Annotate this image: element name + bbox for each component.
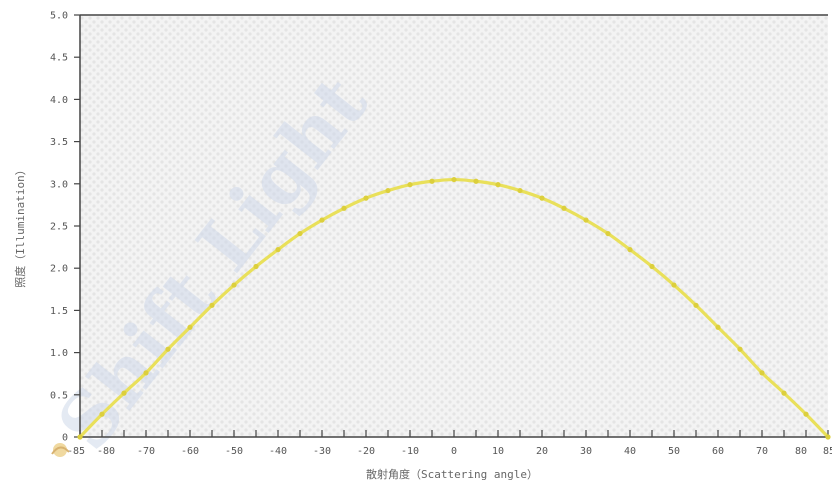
data-point xyxy=(517,187,523,194)
y-tick-label: 1.0 xyxy=(50,348,68,359)
y-tick-label: 0.5 xyxy=(50,390,68,401)
x-tick-label: 0 xyxy=(451,446,457,457)
x-tick-label: -85 xyxy=(67,446,85,457)
data-point xyxy=(121,390,127,396)
logo-icon-disc xyxy=(53,443,67,457)
data-point xyxy=(649,263,655,270)
data-point xyxy=(605,230,611,237)
data-point xyxy=(297,230,303,237)
x-tick-label: 80 xyxy=(795,446,807,457)
y-tick-label: 4.5 xyxy=(50,53,68,64)
x-tick-label: 20 xyxy=(536,446,548,457)
logo-icon-swoosh xyxy=(51,446,70,455)
data-point xyxy=(77,434,83,440)
data-point xyxy=(341,205,347,211)
data-point xyxy=(385,187,391,194)
y-tick-label: 3.5 xyxy=(50,137,68,148)
x-tick-label: 30 xyxy=(580,446,592,457)
x-tick-label: -30 xyxy=(313,446,331,457)
data-point xyxy=(253,263,259,270)
data-point xyxy=(671,282,677,288)
data-point xyxy=(781,390,787,396)
data-point xyxy=(429,178,435,184)
x-tick-label: 40 xyxy=(624,446,636,457)
y-tick-label: 2.0 xyxy=(50,264,68,275)
x-axis-title: 散射角度（Scattering angle） xyxy=(366,467,538,481)
data-point xyxy=(495,182,501,188)
data-point xyxy=(275,247,281,253)
plot-area xyxy=(80,15,828,437)
data-point xyxy=(473,178,479,184)
data-point xyxy=(143,370,149,376)
data-point xyxy=(165,346,171,352)
data-point xyxy=(561,205,567,211)
data-point xyxy=(737,346,743,352)
data-point xyxy=(825,434,831,440)
data-point xyxy=(231,282,237,288)
data-point xyxy=(803,411,809,417)
x-tick-label: -70 xyxy=(137,446,155,457)
data-point xyxy=(627,247,633,253)
y-tick-label: 1.5 xyxy=(50,306,68,317)
data-point xyxy=(363,195,369,201)
data-point xyxy=(715,324,721,330)
x-tick-label: 10 xyxy=(492,446,504,457)
x-tick-label: 60 xyxy=(712,446,724,457)
x-tick-label: -80 xyxy=(97,446,115,457)
x-tick-label: -50 xyxy=(225,446,243,457)
x-tick-label: -20 xyxy=(357,446,375,457)
y-tick-label: 4.0 xyxy=(50,95,68,106)
data-point xyxy=(693,302,699,308)
data-point xyxy=(539,195,545,201)
y-axis-title: 照度（Illumination） xyxy=(13,164,27,287)
y-tick-label: 5.0 xyxy=(50,11,68,22)
data-point xyxy=(209,302,215,308)
x-tick-label: -40 xyxy=(269,446,287,457)
y-tick-label: 2.5 xyxy=(50,222,68,233)
data-point xyxy=(583,217,589,223)
x-tick-label: 70 xyxy=(756,446,768,457)
logo-icon xyxy=(51,443,70,457)
x-tick-label: -60 xyxy=(181,446,199,457)
data-point xyxy=(407,182,413,188)
data-point xyxy=(99,411,105,417)
data-point xyxy=(319,217,325,223)
y-tick-label: 3.0 xyxy=(50,179,68,190)
y-tick-label: 0 xyxy=(62,433,68,444)
x-tick-label: 85 xyxy=(823,446,832,457)
data-point xyxy=(187,324,193,330)
x-tick-label: 50 xyxy=(668,446,680,457)
data-point xyxy=(759,370,765,376)
x-tick-label: -10 xyxy=(401,446,419,457)
data-point xyxy=(451,176,457,183)
